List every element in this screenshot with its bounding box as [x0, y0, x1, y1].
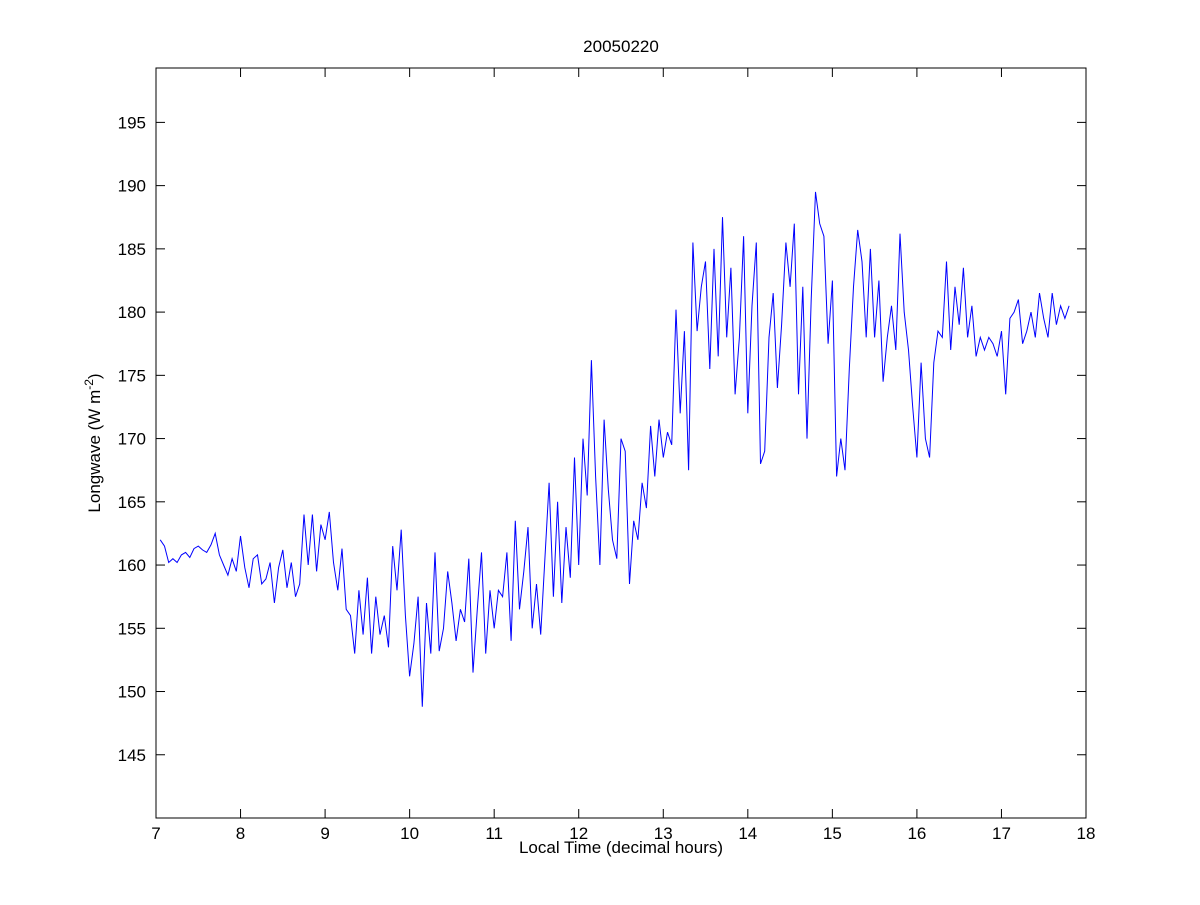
x-tick-label: 12: [569, 824, 588, 843]
x-tick-label: 11: [485, 824, 503, 843]
x-axis-label: Local Time (decimal hours): [519, 838, 723, 857]
y-axis-label: Longwave (W m-2): [82, 373, 104, 512]
chart-title: 20050220: [583, 37, 659, 56]
y-tick-label: 170: [118, 430, 146, 449]
x-tick-label: 8: [236, 824, 245, 843]
y-tick-label: 160: [118, 556, 146, 575]
y-tick-label: 185: [118, 240, 146, 259]
y-tick-label: 190: [118, 177, 146, 196]
y-tick-label: 145: [118, 746, 146, 765]
y-tick-label: 150: [118, 683, 146, 702]
y-tick-label: 155: [118, 619, 146, 638]
series-line-longwave: [159, 191, 1070, 707]
x-tick-label: 18: [1077, 824, 1096, 843]
y-tick-label: 165: [118, 493, 146, 512]
x-tick-label: 14: [738, 824, 757, 843]
y-tick-label: 195: [118, 113, 146, 132]
axis-ticks: 7 8 9 10 11 12 13 14 15 16 17 18 145 150 155 160 165 170 1…: [118, 68, 1096, 843]
y-tick-label: 175: [118, 366, 146, 385]
x-tick-label: 9: [320, 824, 329, 843]
x-tick-label: 10: [400, 824, 419, 843]
x-tick-label: 7: [151, 824, 160, 843]
y-tick-label: 180: [118, 303, 146, 322]
x-tick-label: 17: [992, 824, 1011, 843]
x-tick-label: 13: [654, 824, 673, 843]
x-tick-label: 15: [823, 824, 842, 843]
x-tick-label: 16: [907, 824, 926, 843]
